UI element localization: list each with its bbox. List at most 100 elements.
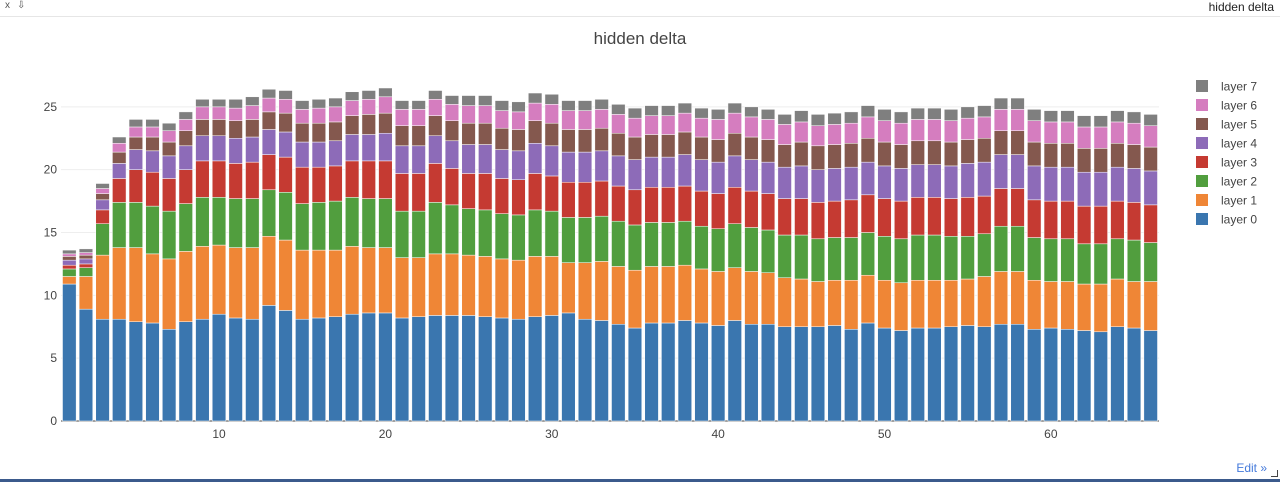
bar-segment-layer-4[interactable] [927,164,942,198]
bar-segment-layer-3[interactable] [827,200,842,238]
bar-segment-layer-2[interactable] [627,224,643,271]
bar-segment-layer-1[interactable] [977,276,992,327]
bar-segment-layer-1[interactable] [411,257,426,317]
bar-segment-layer-5[interactable] [694,136,709,160]
bar-segment-layer-4[interactable] [1077,171,1092,207]
bar-segment-layer-7[interactable] [727,102,742,114]
bar-segment-layer-6[interactable] [1027,120,1042,143]
bar-segment-layer-3[interactable] [278,156,293,193]
bar-segment-layer-3[interactable] [644,187,659,223]
bar-segment-layer-0[interactable] [794,326,809,422]
bar-segment-layer-1[interactable] [95,254,110,320]
bar-segment-layer-4[interactable] [644,156,659,188]
bar-segment-layer-4[interactable] [1010,154,1025,189]
bar-segment-layer-6[interactable] [178,119,193,131]
bar-segment-layer-3[interactable] [860,194,875,233]
bar-segment-layer-4[interactable] [794,165,809,199]
bar-segment-layer-3[interactable] [1010,188,1025,227]
bar-segment-layer-7[interactable] [95,183,110,189]
legend-label[interactable]: layer 1 [1221,194,1257,208]
bar-segment-layer-2[interactable] [211,197,227,246]
bar-segment-layer-0[interactable] [145,322,160,422]
legend-swatch[interactable] [1196,118,1208,130]
bar-segment-layer-4[interactable] [444,140,460,169]
bar-segment-layer-1[interactable] [1126,281,1142,329]
bar-segment-layer-3[interactable] [461,173,476,209]
bar-segment-layer-2[interactable] [228,198,243,248]
bar-segment-layer-2[interactable] [178,203,193,252]
bar-segment-layer-2[interactable] [810,238,826,282]
bar-segment-layer-4[interactable] [844,166,859,201]
bar-segment-layer-3[interactable] [378,160,393,199]
bar-segment-layer-1[interactable] [328,249,343,317]
bar-segment-layer-0[interactable] [760,323,776,422]
bar-segment-layer-0[interactable] [345,313,360,422]
bar-segment-layer-0[interactable] [1126,327,1142,422]
bar-segment-layer-3[interactable] [544,175,559,212]
bar-segment-layer-6[interactable] [278,99,293,114]
bar-segment-layer-6[interactable] [1093,126,1108,149]
bar-segment-layer-2[interactable] [145,205,160,255]
bar-segment-layer-0[interactable] [444,315,460,422]
bar-segment-layer-4[interactable] [960,163,975,198]
bar-segment-layer-3[interactable] [894,200,909,240]
bar-segment-layer-0[interactable] [1043,327,1058,422]
bar-segment-layer-7[interactable] [428,90,443,100]
bar-segment-layer-5[interactable] [511,129,526,152]
bar-segment-layer-7[interactable] [910,107,925,120]
bar-segment-layer-5[interactable] [877,141,892,167]
bar-segment-layer-0[interactable] [1077,330,1092,422]
pin-icon[interactable]: ⇩ [17,0,26,11]
bar-segment-layer-0[interactable] [228,317,243,422]
bar-segment-layer-1[interactable] [162,258,177,330]
bar-segment-layer-5[interactable] [328,121,343,142]
bar-segment-layer-4[interactable] [528,143,543,174]
bar-segment-layer-0[interactable] [810,326,826,422]
bar-segment-layer-4[interactable] [228,138,243,164]
bar-segment-layer-2[interactable] [1027,237,1042,281]
bar-segment-layer-3[interactable] [977,195,992,235]
bar-segment-layer-5[interactable] [78,254,94,260]
bar-segment-layer-6[interactable] [1110,121,1125,144]
bar-segment-layer-0[interactable] [1060,329,1075,422]
bar-segment-layer-1[interactable] [1093,283,1108,333]
bar-segment-layer-3[interactable] [927,197,942,236]
bar-segment-layer-3[interactable] [528,173,543,211]
bar-segment-layer-3[interactable] [162,178,177,212]
bar-segment-layer-1[interactable] [927,280,942,329]
bar-segment-layer-1[interactable] [611,266,626,325]
bar-segment-layer-2[interactable] [1093,243,1108,285]
bar-segment-layer-4[interactable] [777,166,792,199]
bar-segment-layer-1[interactable] [711,271,726,326]
bar-segment-layer-6[interactable] [644,115,659,135]
bar-segment-layer-5[interactable] [844,143,859,168]
bar-segment-layer-4[interactable] [910,164,925,198]
bar-segment-layer-4[interactable] [661,156,676,188]
bar-segment-layer-1[interactable] [594,261,609,321]
bar-segment-layer-1[interactable] [894,282,909,331]
bar-segment-layer-1[interactable] [478,256,493,317]
bar-segment-layer-4[interactable] [328,140,343,167]
bar-segment-layer-7[interactable] [461,95,476,106]
bar-segment-layer-1[interactable] [528,256,543,317]
bar-segment-layer-6[interactable] [245,105,260,120]
bar-segment-layer-5[interactable] [561,129,576,153]
bar-segment-layer-7[interactable] [62,249,77,255]
bar-segment-layer-2[interactable] [594,215,609,262]
bar-segment-layer-3[interactable] [228,163,243,199]
bar-segment-layer-4[interactable] [943,165,959,199]
bar-segment-layer-2[interactable] [927,234,942,281]
legend-swatch[interactable] [1196,156,1208,168]
bar-segment-layer-6[interactable] [62,253,77,257]
bar-segment-layer-3[interactable] [1077,205,1092,245]
bar-segment-layer-3[interactable] [794,198,809,236]
bar-segment-layer-4[interactable] [162,155,177,179]
bar-segment-layer-5[interactable] [228,120,243,139]
bar-segment-layer-2[interactable] [62,268,77,277]
bar-segment-layer-0[interactable] [195,318,210,422]
bar-segment-layer-3[interactable] [677,185,692,222]
bar-segment-layer-7[interactable] [977,105,992,118]
bar-segment-layer-1[interactable] [1060,281,1075,330]
bar-segment-layer-0[interactable] [62,283,77,422]
bar-segment-layer-3[interactable] [494,178,509,214]
